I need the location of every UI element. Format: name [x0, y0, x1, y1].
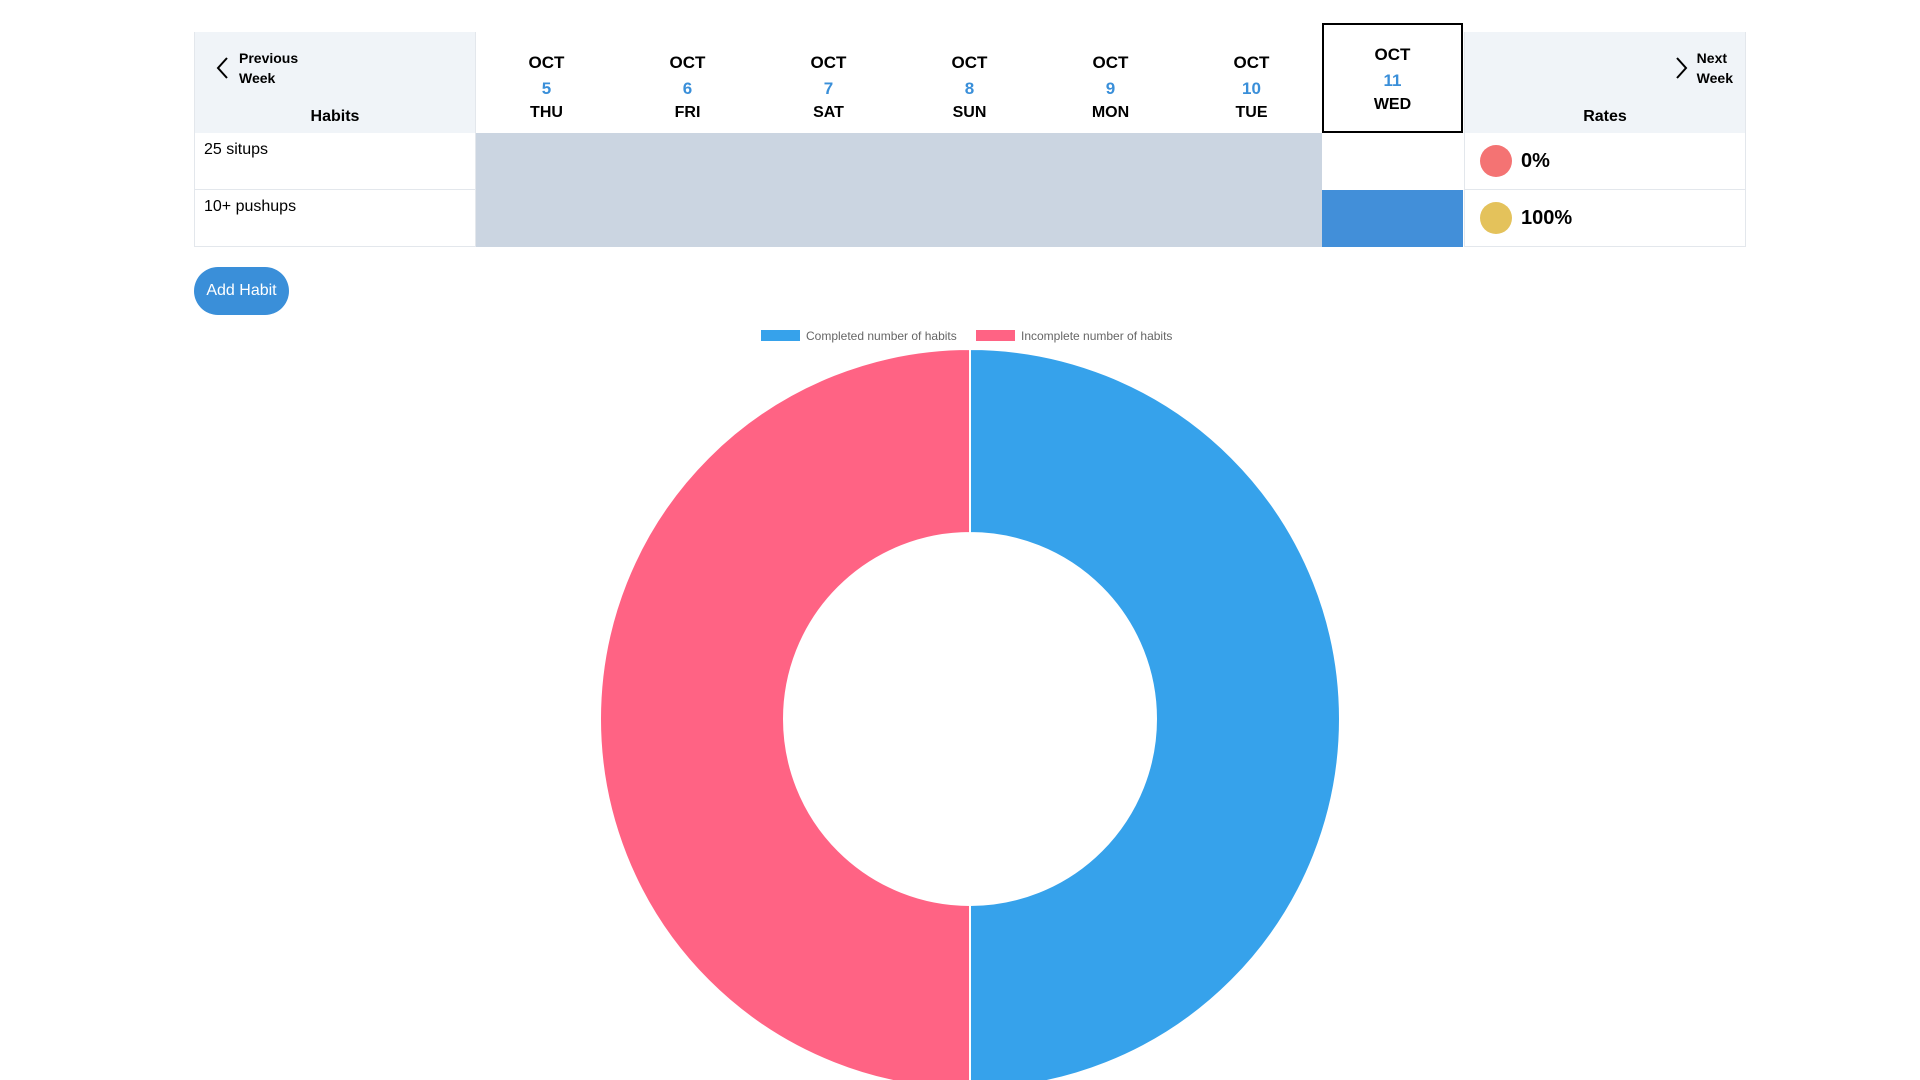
habit-day-cell [1040, 190, 1181, 247]
rate-indicator-dot [1480, 202, 1512, 234]
rate-value: 0% [1521, 149, 1550, 172]
day-number: 10 [1242, 79, 1261, 98]
day-header-wed: OCT 11 WED [1322, 23, 1463, 133]
day-number: 9 [1105, 79, 1116, 98]
day-header-fri: OCT 6 FRI [617, 32, 758, 133]
habit-day-cell[interactable] [1322, 190, 1463, 247]
day-weekday: WED [1373, 96, 1412, 113]
chevron-left-icon [216, 57, 228, 79]
day-weekday: SUN [952, 104, 987, 121]
habit-day-cell [899, 190, 1040, 247]
day-header-tue: OCT 10 TUE [1181, 32, 1322, 133]
previous-week-button[interactable]: Previous Week [215, 48, 298, 88]
day-number: 8 [964, 79, 975, 98]
day-month: OCT [1092, 53, 1129, 72]
day-header-sun: OCT 8 SUN [899, 32, 1040, 133]
day-month: OCT [951, 53, 988, 72]
rate-value: 100% [1521, 206, 1573, 229]
table-row: 25 situps 0% [194, 133, 1746, 190]
day-weekday: SAT [813, 104, 844, 121]
day-month: OCT [1233, 53, 1270, 72]
habit-day-cell [1040, 133, 1181, 190]
habit-day-cell [1181, 190, 1322, 247]
rates-header-cell: Next Week Rates [1464, 32, 1746, 133]
habit-day-cell [899, 133, 1040, 190]
day-number: 6 [682, 79, 693, 98]
rates-column-title: Rates [1583, 108, 1627, 125]
day-header-thu: OCT 5 THU [476, 32, 617, 133]
legend-swatch[interactable] [976, 330, 1015, 341]
day-month: OCT [528, 53, 565, 72]
table-header: Previous Week Habits OCT 5 THU OCT 6 FRI OCT 7 S… [194, 22, 1746, 133]
legend-swatch[interactable] [761, 330, 800, 341]
habit-day-cell [1181, 133, 1322, 190]
habits-column-title: Habits [310, 108, 360, 125]
next-week-button[interactable]: Next Week [1673, 48, 1733, 88]
day-header-sat: OCT 7 SAT [758, 32, 899, 133]
habit-day-cell [758, 190, 899, 247]
legend-label[interactable]: Completed number of habits [806, 329, 957, 343]
day-weekday: MON [1091, 104, 1130, 121]
table-row: 10+ pushups 100% [194, 190, 1746, 247]
habit-day-cell [476, 133, 617, 190]
doughnut-chart: Completed number of habits Incomplete num… [599, 329, 1341, 1080]
habits-header-cell: Previous Week Habits [194, 32, 476, 133]
day-month: OCT [669, 53, 706, 72]
habit-day-cell [476, 190, 617, 247]
day-weekday: TUE [1235, 104, 1268, 121]
habit-name[interactable]: 10+ pushups [194, 190, 476, 247]
rate-indicator-dot [1480, 145, 1512, 177]
day-number: 11 [1383, 71, 1402, 90]
day-weekday: FRI [674, 104, 701, 121]
habit-day-cell [617, 190, 758, 247]
habit-day-cell [758, 133, 899, 190]
habit-name[interactable]: 25 situps [194, 133, 476, 190]
day-number: 5 [541, 79, 552, 98]
rate-cell: 100% [1464, 190, 1746, 247]
day-month: OCT [1374, 45, 1411, 64]
habit-day-cell [617, 133, 758, 190]
previous-week-label: Previous Week [239, 50, 299, 86]
habit-completion-chart: Completed number of habits Incomplete num… [0, 318, 1920, 1080]
day-month: OCT [810, 53, 847, 72]
chevron-right-icon [1675, 57, 1688, 79]
day-number: 7 [823, 79, 834, 98]
legend-label[interactable]: Incomplete number of habits [1021, 329, 1172, 343]
incomplete-slice[interactable] [599, 347, 971, 1080]
habit-tracker-table: Previous Week Habits OCT 5 THU OCT 6 FRI OCT 7 S… [194, 22, 1746, 247]
habit-day-cell[interactable] [1322, 133, 1463, 190]
completed-slice[interactable] [969, 347, 1341, 1080]
day-weekday: THU [530, 104, 563, 121]
next-week-label: Next Week [1696, 50, 1733, 86]
day-header-mon: OCT 9 MON [1040, 32, 1181, 133]
rate-cell: 0% [1464, 133, 1746, 190]
add-habit-button[interactable]: Add Habit [194, 267, 289, 315]
